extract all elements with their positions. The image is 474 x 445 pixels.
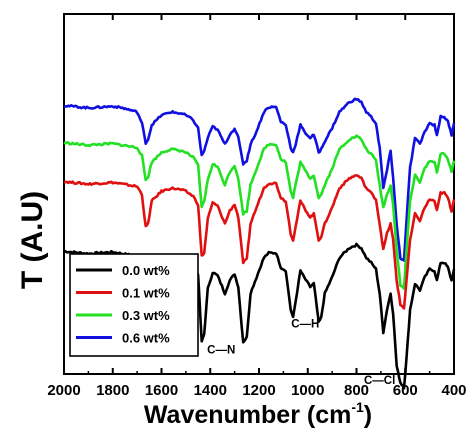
series-line-0-3-wt- [63,134,456,290]
series-line-0-6-wt- [63,97,456,262]
x-tick-label: 1200 [242,382,275,399]
legend-label: 0.1 wt% [122,286,170,301]
x-tick-label: 400 [441,382,466,399]
y-axis-label: T (A.U) [16,191,49,289]
x-tick-label: 2000 [47,382,80,399]
x-axis-label-close: ) [364,401,372,429]
x-tick-label: 1600 [145,382,178,399]
x-tick-label: 600 [393,382,418,399]
x-ticks: 2000 1800 1600 1400 1200 1000 800 600 400 [47,14,467,399]
x-tick-label: 1800 [96,382,129,399]
x-axis-label-sup: -1 [351,399,364,415]
legend-label: 0.3 wt% [122,308,170,323]
peak-annotation: C—N [207,344,235,356]
peak-annotation: C—Cl [364,375,395,387]
x-tick-label: 1000 [291,382,324,399]
x-tick-label: 1400 [194,382,227,399]
x-tick-label: 800 [344,382,369,399]
legend-label: 0.0 wt% [122,263,170,278]
peak-annotation: C—H [291,318,319,330]
series-line-0-1-wt- [63,174,456,310]
x-axis-label-main: Wavenumber (cm [144,401,351,429]
x-axis-label: Wavenumber (cm-1) [144,399,372,429]
legend: 0.0 wt% 0.1 wt% 0.3 wt% 0.6 wt% [69,253,199,357]
legend-label: 0.6 wt% [122,331,170,346]
